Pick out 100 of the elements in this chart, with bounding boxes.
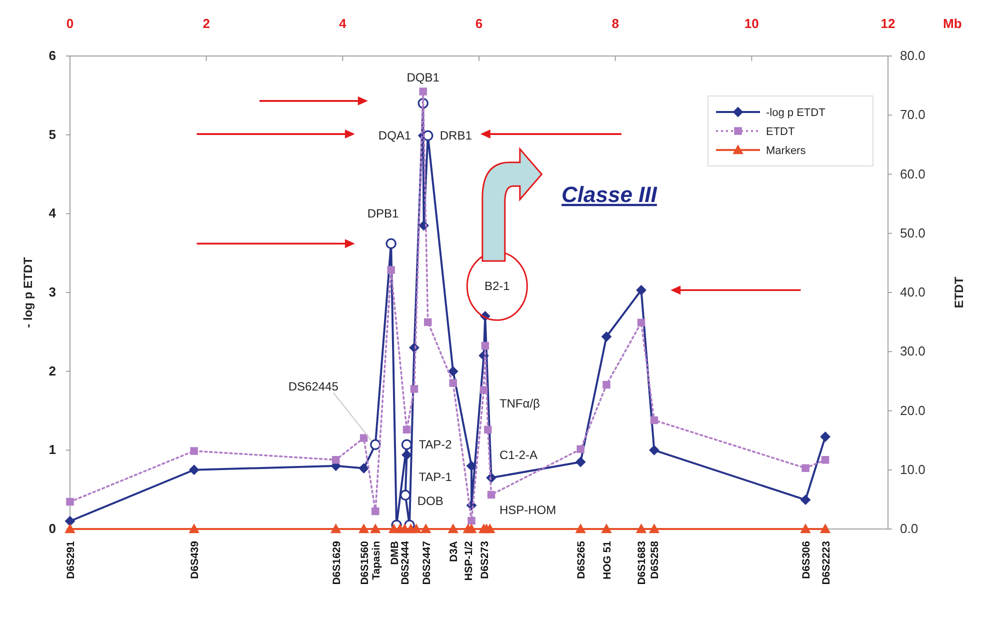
y-tick-label: 6	[48, 48, 56, 63]
point	[601, 524, 612, 534]
annotation: Classe III	[562, 182, 658, 207]
annotation: D6S273	[478, 540, 491, 579]
annotation: DS62445	[288, 380, 339, 394]
y2-tick-label: 60.0	[900, 166, 926, 182]
y2-tick-label: 10.0	[900, 462, 926, 477]
annotation: D6S439	[189, 540, 202, 579]
point	[800, 494, 811, 505]
point	[468, 516, 476, 525]
x-tick-label: 4	[339, 16, 348, 31]
point	[448, 524, 458, 534]
annotation: D3A	[448, 540, 460, 562]
point	[420, 524, 431, 534]
point	[372, 507, 380, 516]
annotation: B2-1	[484, 279, 510, 294]
y-tick-label: 0	[48, 521, 56, 536]
point	[481, 342, 490, 350]
annotation: DQA1	[378, 128, 412, 143]
y-tick-label: 2	[48, 363, 56, 378]
annotation: DPB1	[367, 206, 400, 221]
y-tick-label: 4	[48, 206, 57, 221]
point	[449, 379, 457, 387]
point	[466, 460, 476, 471]
annotation: D6S1683	[636, 540, 648, 585]
point	[358, 463, 369, 474]
legend-label: -log p ETDT	[766, 107, 826, 119]
annotation: D6S265	[576, 540, 588, 579]
point	[360, 434, 368, 442]
point	[411, 524, 422, 534]
x-axis-title: Mb	[943, 16, 962, 31]
annotation: TAP-1	[418, 470, 452, 484]
point	[820, 432, 830, 442]
point	[820, 524, 830, 534]
annotation: D6S306	[800, 540, 813, 579]
y2-tick-label: 40.0	[900, 284, 926, 300]
legend-label: ETDT	[766, 126, 795, 138]
annotation: HOG 51	[601, 540, 614, 580]
point	[358, 524, 369, 534]
point	[576, 456, 586, 467]
point	[402, 426, 411, 434]
x-tick-label: 0	[66, 16, 74, 31]
point	[636, 524, 646, 534]
annotation: DRB1	[440, 128, 472, 143]
y-tick-label: 1	[48, 442, 56, 458]
point	[800, 524, 811, 534]
x-tick-label: 12	[880, 16, 896, 31]
point	[821, 456, 830, 464]
point	[487, 490, 496, 499]
y2-tick-label: 50.0	[900, 225, 926, 240]
point	[650, 416, 658, 424]
point	[576, 524, 586, 534]
y-tick-label: 5	[48, 126, 56, 142]
annotation: D6S258	[649, 540, 662, 579]
point	[802, 464, 810, 472]
annotation: D6S1629	[330, 540, 343, 585]
y2-tick-label: 30.0	[900, 344, 926, 359]
point	[480, 386, 488, 394]
point	[332, 456, 340, 464]
point	[424, 318, 432, 326]
annotation: TAP-2	[418, 438, 452, 452]
point	[189, 524, 200, 534]
point	[649, 524, 660, 534]
x-tick-label: 8	[612, 16, 619, 31]
y2-axis-title: ETDT	[952, 276, 966, 308]
y2-tick-label: 70.0	[900, 107, 926, 122]
annotation: D6S291	[65, 540, 77, 579]
y-axis-title: - log p ETDT	[21, 256, 35, 328]
point	[636, 285, 646, 296]
point	[602, 380, 610, 389]
point	[601, 332, 612, 342]
annotation: D6S2447	[420, 540, 433, 585]
x-tick-label: 6	[475, 16, 483, 31]
point	[330, 524, 341, 534]
point	[190, 447, 198, 455]
annotation: Tapasin	[370, 541, 382, 580]
annotation: HSP-1/2	[463, 540, 476, 581]
point	[484, 524, 495, 534]
annotation: DOB	[417, 494, 444, 508]
annotation: D6S2444	[400, 540, 412, 585]
point	[189, 464, 200, 475]
annotation: DQB1	[406, 70, 440, 84]
x-tick-label: 2	[202, 16, 210, 31]
y2-tick-label: 0.0	[900, 521, 918, 536]
point	[419, 88, 427, 96]
point	[65, 524, 75, 534]
annotation: D6S1560	[358, 540, 371, 585]
point	[387, 266, 395, 274]
point	[649, 445, 660, 456]
annotation: DMB	[388, 540, 401, 565]
point	[410, 385, 418, 393]
point	[370, 524, 380, 534]
y2-tick-label: 20.0	[900, 402, 926, 418]
y2-tick-label: 80.0	[900, 48, 926, 63]
point	[66, 498, 74, 506]
x-tick-label: 10	[744, 16, 759, 31]
annotation: D6S2223	[820, 540, 832, 585]
point	[637, 318, 646, 327]
legend-label: Markers	[766, 145, 806, 157]
point	[448, 366, 458, 376]
